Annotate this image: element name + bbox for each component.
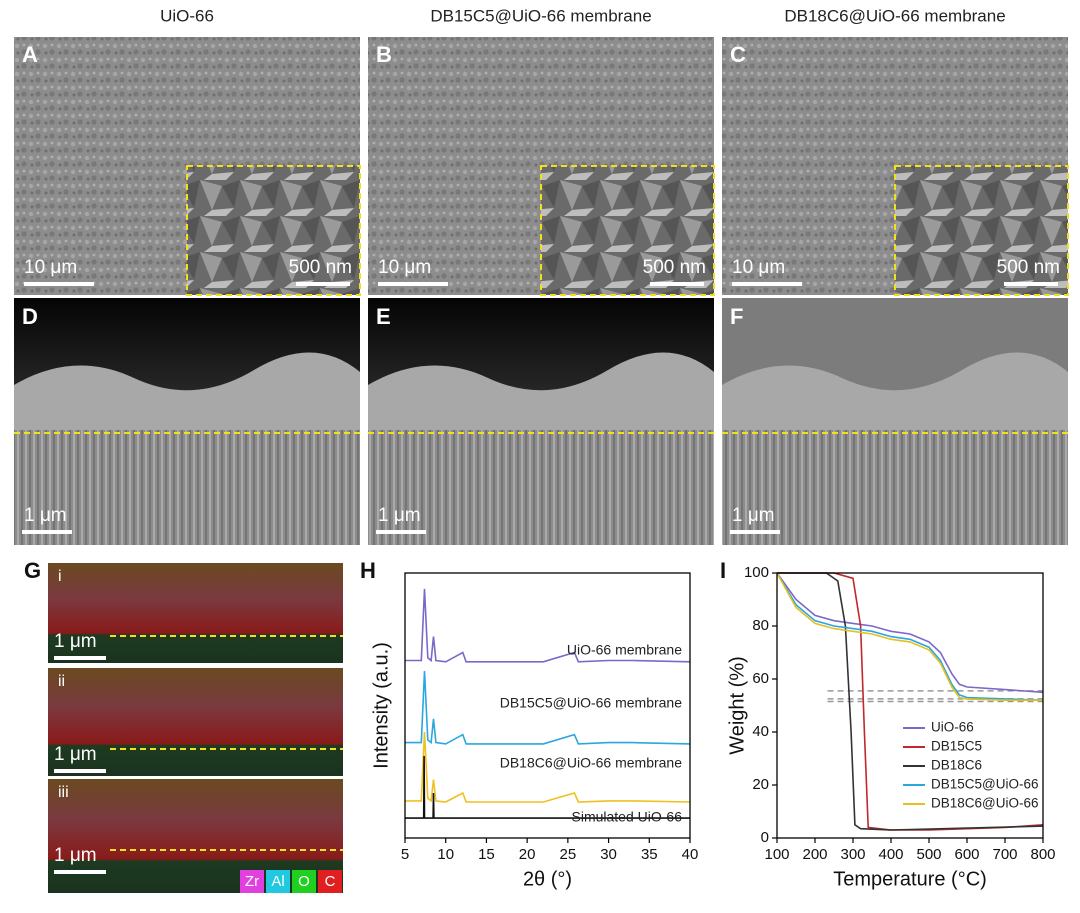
- plot-frame: [776, 572, 1044, 839]
- series-label: DB18C6@UiO-66 membrane: [500, 755, 682, 771]
- scale-label: 10 μm: [378, 257, 431, 278]
- plot-frame: [404, 572, 691, 839]
- subpanel-label: i: [58, 568, 62, 585]
- substrate-texture: [368, 430, 714, 545]
- subpanel-label: ii: [58, 673, 65, 690]
- panel-letter: C: [730, 42, 746, 67]
- x-tick-label: 700: [992, 846, 1017, 863]
- series-line: [777, 572, 1044, 831]
- scale-label: 1 μm: [732, 505, 775, 526]
- x-tick-label: 20: [519, 846, 536, 863]
- column-title: UiO-66: [160, 6, 214, 25]
- inset-image: [894, 165, 1069, 296]
- scale-label: 1 μm: [54, 845, 97, 866]
- panel-letter: B: [376, 42, 392, 67]
- element-swatch: [318, 870, 342, 893]
- legend-label: DB18C6: [931, 758, 982, 773]
- scale-label: 1 μm: [24, 505, 67, 526]
- panel-letter: A: [22, 42, 38, 67]
- series-label: DB15C5@UiO-66 membrane: [500, 695, 682, 711]
- element-label: Al: [271, 873, 284, 890]
- y-tick-label: 20: [752, 776, 769, 793]
- scale-label: 1 μm: [54, 744, 97, 765]
- x-tick-label: 40: [682, 846, 699, 863]
- y-tick-label: 60: [752, 670, 769, 687]
- panel-letter: G: [24, 558, 41, 583]
- series-line: [405, 588, 691, 663]
- scale-label: 1 μm: [378, 505, 421, 526]
- legend-label: DB15C5: [931, 739, 982, 754]
- inset-image: [540, 165, 715, 296]
- y-tick-label: 40: [752, 723, 769, 740]
- y-axis-label: Weight (%): [726, 656, 748, 755]
- legend-label: UiO-66: [931, 720, 974, 735]
- series-line: [776, 572, 1043, 701]
- element-label: C: [325, 873, 336, 890]
- inset-scale-label: 500 nm: [997, 257, 1060, 278]
- eds-map: [48, 668, 343, 776]
- series-line: [405, 731, 691, 803]
- y-tick-label: 80: [752, 617, 769, 634]
- x-tick-label: 600: [954, 846, 979, 863]
- series-line: [405, 755, 690, 819]
- column-title: DB18C6@UiO-66 membrane: [784, 6, 1005, 25]
- panel-letter: D: [22, 304, 38, 329]
- x-tick-label: 35: [641, 846, 658, 863]
- x-tick-label: 300: [840, 846, 865, 863]
- x-tick-label: 15: [478, 846, 495, 863]
- x-tick-label: 800: [1030, 846, 1055, 863]
- scale-label: 1 μm: [54, 631, 97, 652]
- element-label: Zr: [245, 873, 259, 890]
- element-swatch: [240, 870, 264, 893]
- legend-label: DB15C5@UiO-66: [931, 777, 1039, 792]
- element-swatch: [266, 870, 290, 893]
- y-tick-label: 0: [761, 829, 769, 846]
- x-tick-label: 10: [437, 846, 454, 863]
- x-tick-label: 30: [600, 846, 617, 863]
- panel-letter: F: [730, 304, 743, 329]
- series-label: UiO-66 membrane: [567, 642, 682, 658]
- series-line: [776, 572, 1044, 701]
- panel-letter: H: [360, 558, 376, 583]
- eds-map: [48, 563, 343, 663]
- inset-scale-label: 500 nm: [289, 257, 352, 278]
- y-tick-label: 100: [744, 564, 769, 581]
- series-line: [405, 670, 691, 745]
- substrate-texture: [722, 430, 1068, 545]
- series-label: Simulated UiO-66: [572, 809, 683, 825]
- column-title: DB15C5@UiO-66 membrane: [430, 6, 651, 25]
- panel-letter: E: [376, 304, 391, 329]
- inset-image: [186, 165, 361, 296]
- x-tick-label: 25: [560, 846, 577, 863]
- inset-scale-label: 500 nm: [643, 257, 706, 278]
- y-axis-label: Intensity (a.u.): [370, 642, 392, 769]
- element-label: O: [298, 873, 310, 890]
- x-tick-label: 100: [764, 846, 789, 863]
- subpanel-label: iii: [58, 784, 69, 801]
- scale-label: 10 μm: [24, 257, 77, 278]
- x-tick-label: 5: [401, 846, 409, 863]
- legend-label: DB18C6@UiO-66: [931, 796, 1039, 811]
- x-tick-label: 500: [916, 846, 941, 863]
- x-axis-label: Temperature (°C): [833, 868, 987, 890]
- series-line: [776, 572, 1044, 694]
- panel-letter: I: [720, 558, 726, 583]
- x-tick-label: 400: [878, 846, 903, 863]
- x-tick-label: 200: [802, 846, 827, 863]
- scale-label: 10 μm: [732, 257, 785, 278]
- substrate-texture: [14, 430, 360, 545]
- x-axis-label: 2θ (°): [523, 868, 572, 890]
- element-swatch: [292, 870, 316, 893]
